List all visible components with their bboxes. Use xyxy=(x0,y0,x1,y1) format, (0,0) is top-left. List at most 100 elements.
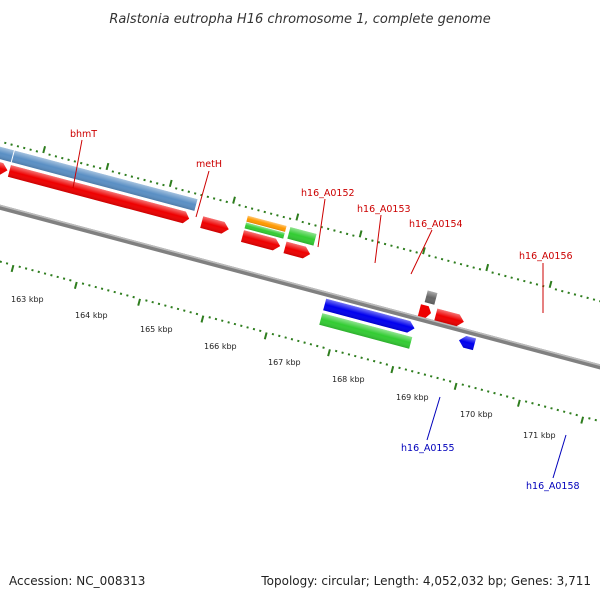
minor-tick xyxy=(339,230,342,234)
minor-tick xyxy=(314,224,317,227)
gene-label-h16-A0153[interactable]: h16_A0153 xyxy=(357,204,411,215)
minor-tick xyxy=(263,210,266,214)
minor-tick xyxy=(100,287,104,290)
minor-tick xyxy=(497,273,501,276)
gene-arrow-h16-A0154[interactable] xyxy=(283,241,311,260)
gene-label-group-h16-A0155[interactable]: h16_A0155 xyxy=(401,396,455,454)
minor-tick xyxy=(126,294,129,297)
minor-tick xyxy=(111,170,115,173)
minor-tick xyxy=(212,197,216,200)
feature-steelblue-bhmT[interactable] xyxy=(0,134,14,162)
gene-label-group-metH[interactable]: metH xyxy=(195,159,222,218)
gene-label-h16-A0156[interactable]: h16_A0156 xyxy=(519,251,573,262)
minor-tick xyxy=(448,380,452,383)
gene-label-group-h16-A0153[interactable]: h16_A0153 xyxy=(357,204,411,264)
minor-tick xyxy=(130,175,134,178)
tick-row-bottom xyxy=(0,260,597,424)
minor-tick xyxy=(5,262,9,265)
minor-tick xyxy=(371,239,374,242)
minor-tick xyxy=(62,277,66,280)
gene-arrow-metH[interactable] xyxy=(7,165,191,224)
tick-label: 166 kbp xyxy=(204,342,237,351)
minor-tick xyxy=(227,321,230,324)
minor-tick xyxy=(417,371,420,375)
minor-tick xyxy=(24,267,28,270)
minor-tick xyxy=(360,356,363,360)
minor-tick xyxy=(352,234,355,237)
minor-tick xyxy=(592,298,596,301)
gene-label-metH[interactable]: metH xyxy=(196,159,222,170)
minor-tick xyxy=(278,334,281,338)
minor-tick xyxy=(440,257,444,261)
minor-tick xyxy=(531,402,534,405)
minor-tick xyxy=(297,339,300,343)
minor-tick xyxy=(478,268,482,271)
minor-tick xyxy=(124,173,127,177)
minor-tick xyxy=(453,261,456,264)
minor-tick xyxy=(402,247,406,251)
gene-label-group-h16-A0154[interactable]: h16_A0154 xyxy=(409,219,463,275)
minor-tick xyxy=(157,302,161,306)
major-tick xyxy=(263,332,268,340)
minor-tick xyxy=(181,188,184,192)
minor-tick xyxy=(132,295,135,299)
minor-tick xyxy=(92,165,96,168)
minor-tick xyxy=(208,316,211,319)
major-tick xyxy=(517,399,521,407)
major-tick xyxy=(200,315,205,323)
minor-tick xyxy=(206,195,210,199)
major-tick xyxy=(42,146,47,154)
minor-tick xyxy=(409,249,412,252)
gene-arrow-small-red[interactable] xyxy=(417,304,433,319)
minor-tick xyxy=(113,290,116,294)
minor-tick xyxy=(588,417,591,420)
feature-blue-h16-A0155[interactable] xyxy=(323,298,416,335)
minor-tick xyxy=(233,322,237,326)
gene-label-h16-A0154[interactable]: h16_A0154 xyxy=(409,219,463,230)
gene-label-bhmT[interactable]: bhmT xyxy=(70,129,97,140)
tick-label: 170 kbp xyxy=(460,410,493,419)
minor-tick xyxy=(193,192,197,195)
minor-tick xyxy=(415,251,418,254)
tick-row-top xyxy=(0,140,600,303)
gene-label-group-h16-A0158[interactable]: h16_A0158 xyxy=(526,434,580,492)
feature-orange-h16-A0153[interactable] xyxy=(246,215,287,232)
gene-label-h16-A0152[interactable]: h16_A0152 xyxy=(301,188,355,199)
minor-tick xyxy=(474,386,477,390)
gene-arrow-h16-A0158[interactable] xyxy=(457,334,477,351)
minor-tick xyxy=(257,209,260,212)
minor-tick xyxy=(354,354,357,358)
minor-tick xyxy=(31,268,34,272)
minor-tick xyxy=(4,141,7,145)
major-tick xyxy=(390,365,395,374)
major-tick xyxy=(485,263,490,272)
gene-label-group-bhmT[interactable]: bhmT xyxy=(70,129,97,189)
gene-arrow-h16-A0152[interactable] xyxy=(200,216,230,235)
minor-tick xyxy=(429,375,433,378)
gene-arrow-h16-A0153[interactable] xyxy=(240,230,282,252)
minor-tick xyxy=(377,241,381,244)
feature-grey-h16-A0156[interactable] xyxy=(424,290,438,305)
minor-tick xyxy=(29,148,32,151)
minor-tick xyxy=(550,407,553,410)
gene-label-h16-A0158[interactable]: h16_A0158 xyxy=(526,481,580,492)
feature-green-h16-A0155[interactable] xyxy=(319,313,413,349)
minor-tick xyxy=(18,265,21,269)
minor-tick xyxy=(334,349,338,353)
minor-tick xyxy=(195,312,199,316)
gene-label-group-h16-A0156[interactable]: h16_A0156 xyxy=(519,251,573,313)
gene-label-group-h16-A0152[interactable]: h16_A0152 xyxy=(301,188,355,248)
minor-tick xyxy=(491,271,494,274)
minor-tick xyxy=(442,378,446,381)
feature-green-h16-A0153[interactable] xyxy=(244,222,285,239)
gene-label-h16-A0155[interactable]: h16_A0155 xyxy=(401,443,455,454)
feature-steelblue-metH[interactable] xyxy=(11,150,198,211)
minor-tick xyxy=(43,272,47,275)
feature-green-h16-A0154[interactable] xyxy=(287,227,317,246)
tick-label: 169 kbp xyxy=(396,393,429,402)
gene-arrow-h16-A0156[interactable] xyxy=(434,308,465,328)
minor-tick xyxy=(345,232,349,236)
minor-tick xyxy=(567,291,570,295)
minor-tick xyxy=(67,158,70,162)
